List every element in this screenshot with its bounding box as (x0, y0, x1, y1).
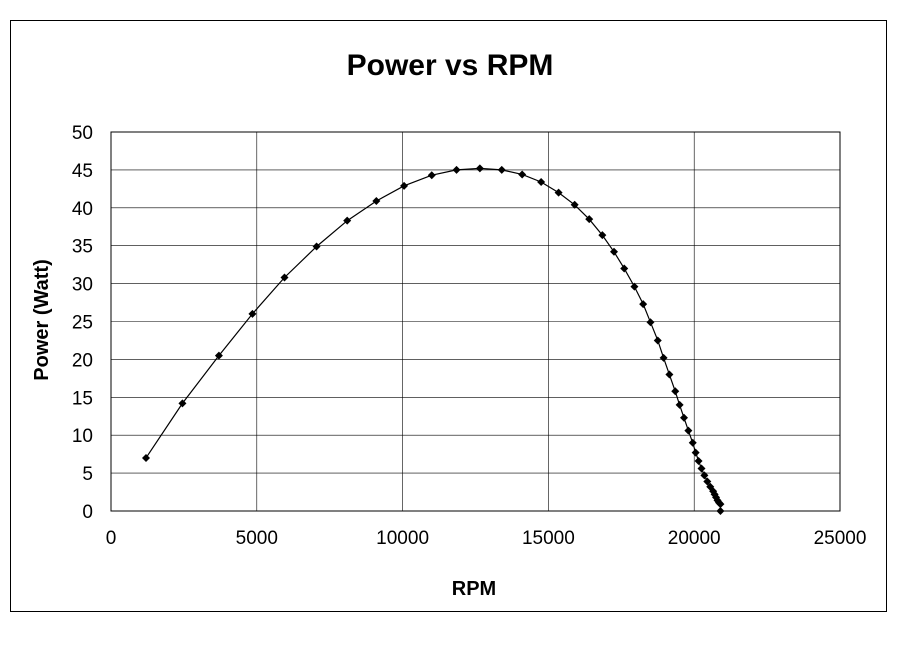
data-point (688, 438, 697, 447)
data-point (620, 264, 629, 273)
data-point (178, 399, 187, 408)
data-point (675, 400, 684, 409)
data-point (537, 178, 546, 187)
data-point (653, 336, 662, 345)
data-point (214, 351, 223, 360)
data-point (679, 413, 688, 422)
data-point (671, 387, 680, 396)
data-point (697, 464, 706, 473)
x-tick-label: 20000 (668, 528, 721, 549)
data-point (427, 171, 436, 180)
x-tick-label: 10000 (376, 528, 429, 549)
data-point-markers (141, 164, 725, 515)
data-point (518, 170, 527, 179)
data-point (475, 164, 484, 173)
x-tick-label: 5000 (236, 528, 278, 549)
y-tick-label: 10 (72, 426, 93, 447)
y-axis-label: Power (Watt) (31, 259, 53, 380)
data-point (280, 273, 289, 282)
x-tick-label: 15000 (522, 528, 575, 549)
x-tick-label: 25000 (814, 528, 867, 549)
data-point (452, 165, 461, 174)
data-point (400, 181, 409, 190)
y-tick-label: 50 (72, 123, 93, 144)
data-point (141, 453, 150, 462)
data-point (684, 426, 693, 435)
x-axis-label: RPM (452, 578, 496, 600)
y-tick-label: 45 (72, 161, 93, 182)
data-point (716, 500, 725, 509)
data-point (639, 300, 648, 309)
data-point (585, 215, 594, 224)
data-point (497, 165, 506, 174)
y-tick-label: 5 (82, 464, 93, 485)
data-point (646, 318, 655, 327)
y-tick-labels: 0 5 10 15 20 25 30 35 40 45 50 (72, 123, 93, 523)
y-tick-label: 30 (72, 275, 93, 296)
data-point (554, 188, 563, 197)
chart-frame (10, 20, 887, 612)
data-point (630, 282, 639, 291)
y-tick-label: 40 (72, 199, 93, 220)
data-point (659, 353, 668, 362)
data-point (598, 231, 607, 240)
x-tick-label: 0 (106, 528, 117, 549)
plot-area (110, 131, 841, 512)
data-point (716, 507, 725, 515)
data-point (691, 448, 700, 457)
data-point (343, 216, 352, 225)
data-point (700, 471, 709, 480)
data-point (610, 247, 619, 256)
y-tick-label: 25 (72, 313, 93, 334)
chart-title: Power vs RPM (347, 49, 554, 82)
data-point (312, 242, 321, 251)
y-tick-label: 20 (72, 350, 93, 371)
y-tick-label: 0 (82, 502, 93, 523)
gridlines (111, 132, 840, 511)
power-curve-line (145, 167, 721, 511)
y-tick-label: 15 (72, 388, 93, 409)
x-tick-labels: 0 5000 10000 15000 20000 25000 (106, 528, 867, 549)
data-point (248, 309, 257, 318)
data-point (372, 196, 381, 205)
data-point (694, 456, 703, 465)
data-point (665, 370, 674, 379)
data-point (703, 477, 712, 486)
data-point (570, 200, 579, 209)
y-tick-label: 35 (72, 237, 93, 258)
